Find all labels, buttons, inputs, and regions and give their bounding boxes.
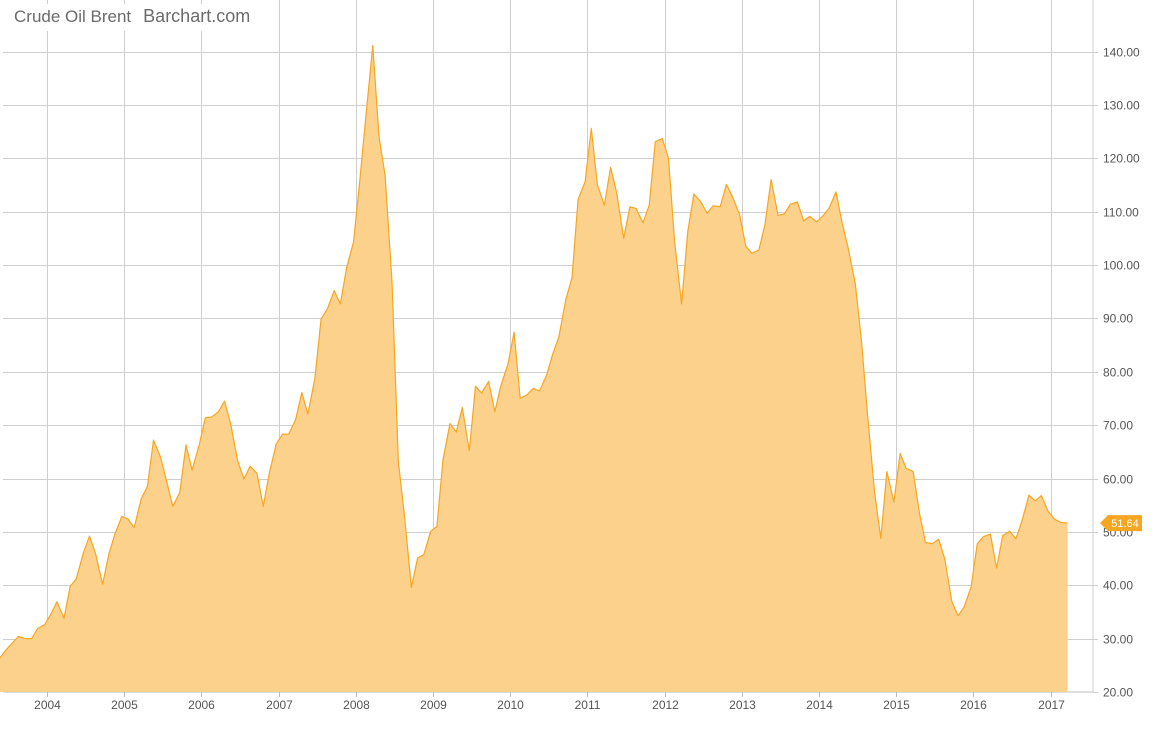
y-tick-label: 30.00 (1103, 633, 1133, 647)
chart-title: Crude Oil Brent (14, 7, 132, 26)
x-tick-label: 2004 (34, 698, 61, 712)
x-tick-label: 2010 (497, 698, 524, 712)
y-tick-label: 80.00 (1103, 366, 1133, 380)
y-tick-label: 120.00 (1103, 152, 1140, 166)
y-tick-label: 90.00 (1103, 312, 1133, 326)
y-tick-label: 70.00 (1103, 419, 1133, 433)
brand-label: Barchart.com (143, 6, 251, 26)
price-area (0, 45, 1068, 692)
x-tick-label: 2012 (652, 698, 679, 712)
y-tick-label: 40.00 (1103, 579, 1133, 593)
last-value-badge: 51.64 (1100, 515, 1142, 532)
x-tick-label: 2006 (188, 698, 215, 712)
x-tick-label: 2008 (343, 698, 370, 712)
x-tick-label: 2014 (806, 698, 833, 712)
x-tick-label: 2007 (266, 698, 293, 712)
y-tick-label: 110.00 (1103, 206, 1139, 220)
last-value-label: 51.64 (1111, 518, 1139, 530)
y-tick-label: 140.00 (1103, 46, 1140, 60)
price-line (0, 45, 1068, 659)
x-tick-label: 2011 (575, 698, 601, 712)
x-tick-label: 2016 (960, 698, 987, 712)
y-tick-label: 100.00 (1103, 259, 1140, 273)
x-tick-label: 2017 (1038, 698, 1065, 712)
y-tick-label: 130.00 (1103, 99, 1140, 113)
x-tick-label: 2009 (420, 698, 447, 712)
last-value-badge-shape (1100, 515, 1142, 532)
chart-header: Crude Oil Brent Barchart.com (10, 4, 257, 31)
x-tick-label: 2005 (111, 698, 138, 712)
x-tick-label: 2013 (729, 698, 756, 712)
y-tick-label: 60.00 (1103, 473, 1133, 487)
x-tick-label: 2015 (883, 698, 910, 712)
y-tick-label: 20.00 (1103, 686, 1133, 700)
area-layer (0, 45, 1068, 692)
